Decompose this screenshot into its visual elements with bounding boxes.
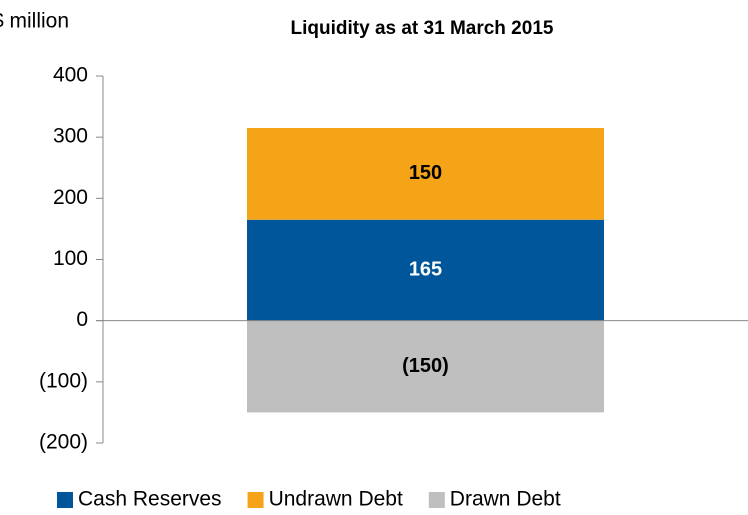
y-axis-label: $ million [0,10,69,33]
legend-swatch [57,492,73,508]
legend-swatch [247,492,264,508]
y-tick-label: 200 [53,186,88,209]
data-label: 150 [409,162,442,184]
bar-segment [247,320,604,413]
legend-label: Drawn Debt [450,488,561,511]
data-label: (150) [402,355,449,377]
legend-swatch [428,492,445,508]
y-tick-label: 0 [76,308,88,331]
legend-label: Undrawn Debt [269,488,403,511]
y-tick-label: 400 [53,64,88,87]
bar-segment [247,219,604,321]
y-tick-label: 300 [53,125,88,148]
data-label: 165 [409,258,442,280]
bar-segment [247,127,604,220]
chart-title: Liquidity as at 31 March 2015 [291,18,554,39]
y-tick-label: (100) [39,369,88,392]
legend-label: Cash Reserves [78,488,222,511]
y-tick-label: 100 [53,247,88,270]
y-tick-label: (200) [39,431,88,454]
